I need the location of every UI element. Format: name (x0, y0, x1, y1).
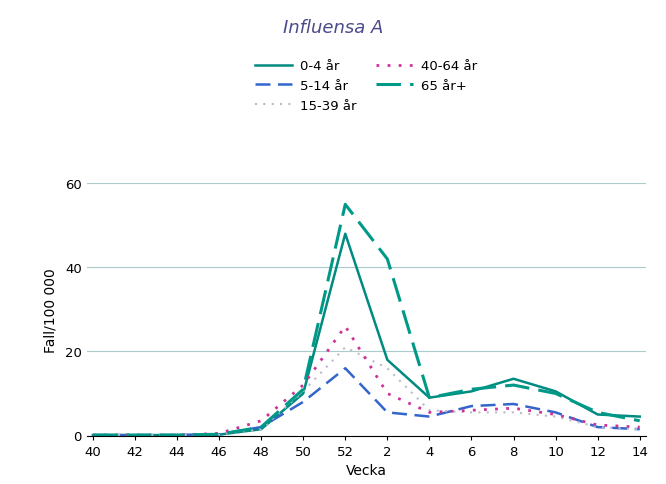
40-64 år (299, 382, 307, 388)
5-14 år (551, 409, 559, 415)
65 år+ (299, 387, 307, 393)
0-4 år (341, 231, 349, 237)
0-4 år (215, 432, 223, 438)
65 år+ (215, 431, 223, 437)
0-4 år (636, 414, 644, 420)
40-64 år (257, 418, 265, 424)
40-64 år (509, 406, 517, 411)
5-14 år (593, 424, 601, 430)
65 år+ (636, 418, 644, 424)
65 år+ (257, 424, 265, 430)
Line: 15-39 år: 15-39 år (93, 348, 640, 435)
0-4 år (131, 432, 139, 438)
15-39 år (426, 408, 434, 413)
Line: 5-14 år: 5-14 år (93, 368, 640, 435)
65 år+ (509, 382, 517, 388)
40-64 år (426, 409, 434, 415)
65 år+ (551, 391, 559, 396)
40-64 år (341, 324, 349, 330)
0-4 år (173, 432, 181, 438)
0-4 år (89, 432, 97, 438)
0-4 år (551, 389, 559, 394)
0-4 år (593, 412, 601, 418)
65 år+ (468, 387, 476, 393)
15-39 år (299, 389, 307, 394)
15-39 år (257, 426, 265, 432)
40-64 år (131, 432, 139, 438)
0-4 år (257, 426, 265, 432)
Legend: 0-4 år, 5-14 år, 15-39 år, 40-64 år, 65 år+: 0-4 år, 5-14 år, 15-39 år, 40-64 år, 65 … (250, 55, 483, 118)
15-39 år (215, 432, 223, 438)
40-64 år (215, 431, 223, 437)
65 år+ (384, 257, 392, 262)
5-14 år (509, 401, 517, 407)
15-39 år (384, 365, 392, 371)
5-14 år (131, 432, 139, 438)
15-39 år (593, 424, 601, 430)
5-14 år (257, 424, 265, 430)
5-14 år (384, 409, 392, 415)
5-14 år (636, 426, 644, 432)
0-4 år (509, 376, 517, 382)
40-64 år (384, 391, 392, 396)
Text: Influensa A: Influensa A (283, 19, 383, 37)
15-39 år (173, 432, 181, 438)
65 år+ (426, 395, 434, 401)
40-64 år (593, 422, 601, 428)
15-39 år (636, 426, 644, 432)
15-39 år (89, 432, 97, 438)
5-14 år (215, 431, 223, 437)
15-39 år (509, 409, 517, 415)
Line: 65 år+: 65 år+ (93, 205, 640, 435)
65 år+ (173, 432, 181, 438)
65 år+ (341, 202, 349, 208)
0-4 år (384, 357, 392, 363)
65 år+ (593, 409, 601, 415)
0-4 år (468, 389, 476, 394)
0-4 år (426, 395, 434, 401)
0-4 år (299, 391, 307, 396)
40-64 år (173, 432, 181, 438)
40-64 år (89, 432, 97, 438)
5-14 år (173, 432, 181, 438)
15-39 år (341, 345, 349, 350)
40-64 år (551, 412, 559, 418)
5-14 år (299, 399, 307, 405)
65 år+ (89, 432, 97, 438)
5-14 år (426, 414, 434, 420)
Y-axis label: Fall/100 000: Fall/100 000 (44, 268, 58, 352)
Line: 0-4 år: 0-4 år (93, 234, 640, 435)
5-14 år (468, 403, 476, 409)
5-14 år (341, 365, 349, 371)
40-64 år (468, 408, 476, 413)
65 år+ (131, 432, 139, 438)
X-axis label: Vecka: Vecka (346, 463, 387, 477)
5-14 år (89, 432, 97, 438)
15-39 år (131, 432, 139, 438)
Line: 40-64 år: 40-64 år (93, 327, 640, 435)
15-39 år (551, 414, 559, 420)
15-39 år (468, 409, 476, 415)
40-64 år (636, 424, 644, 430)
